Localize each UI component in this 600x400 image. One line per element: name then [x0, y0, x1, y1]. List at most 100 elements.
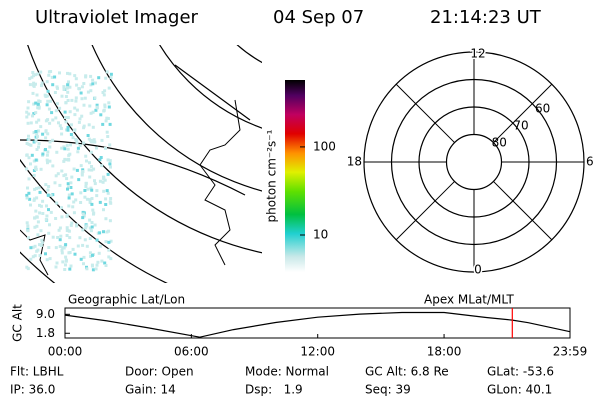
emission-pixel: [67, 80, 70, 84]
polar-ring: [390, 78, 558, 246]
emission-pixel: [89, 89, 93, 93]
emission-pixel: [108, 122, 112, 126]
emission-pixel: [44, 252, 47, 256]
emission-pixel: [32, 198, 36, 202]
emission-pixel: [60, 169, 64, 173]
emission-pixel: [104, 197, 108, 201]
emission-pixel: [63, 157, 67, 161]
emission-pixel: [39, 70, 43, 74]
emission-pixel: [25, 110, 29, 114]
emission-pixel: [25, 115, 29, 119]
emission-pixel: [103, 261, 107, 265]
emission-pixel: [29, 162, 32, 166]
emission-pixel: [62, 159, 66, 163]
emission-pixel: [36, 220, 40, 224]
emission-pixel: [104, 203, 108, 206]
emission-pixel: [75, 83, 79, 87]
emission-pixel: [25, 196, 29, 200]
emission-pixel: [70, 98, 74, 102]
emission-pixel: [86, 134, 90, 137]
emission-pixel: [34, 167, 38, 171]
emission-pixel: [30, 153, 34, 157]
emission-pixel: [108, 159, 112, 163]
emission-pixel: [88, 161, 91, 165]
emission-pixel: [36, 233, 40, 237]
emission-pixel: [33, 187, 37, 191]
emission-pixel: [72, 200, 76, 204]
emission-pixel: [58, 71, 61, 75]
emission-pixel: [44, 148, 47, 151]
emission-pixel: [75, 141, 79, 145]
emission-pixel: [25, 167, 28, 171]
emission-pixel: [27, 100, 31, 104]
emission-pixel: [33, 254, 37, 258]
emission-pixel: [106, 135, 110, 138]
emission-pixel: [44, 183, 48, 187]
emission-pixel: [107, 229, 111, 233]
emission-pixel: [60, 146, 64, 150]
emission-pixel: [84, 185, 88, 188]
emission-pixel: [39, 204, 43, 208]
emission-pixel: [91, 110, 95, 114]
emission-pixel: [64, 259, 68, 263]
emission-pixel: [56, 172, 60, 176]
emission-pixel: [61, 246, 65, 250]
emission-pixel: [34, 130, 38, 133]
emission-pixel: [93, 96, 97, 100]
emission-pixel: [91, 208, 95, 212]
emission-pixel: [44, 136, 48, 140]
emission-pixel: [82, 214, 86, 218]
emission-pixel: [59, 126, 63, 130]
emission-pixel: [77, 178, 81, 182]
emission-pixel: [46, 132, 50, 136]
colorbar-label: photon cm⁻²s⁻¹: [265, 129, 279, 222]
emission-pixel: [33, 216, 37, 220]
emission-pixel: [60, 215, 64, 219]
emission-pixel: [25, 193, 29, 197]
emission-pixel: [107, 255, 111, 259]
emission-pixel: [46, 161, 49, 165]
emission-pixel: [106, 158, 110, 162]
emission-pixel: [82, 255, 86, 259]
emission-pixel: [66, 128, 70, 132]
emission-pixel: [102, 208, 105, 212]
emission-pixel: [64, 263, 67, 267]
emission-pixel: [80, 171, 84, 175]
emission-pixel: [87, 123, 91, 127]
emission-pixel: [47, 246, 51, 249]
emission-pixel: [51, 138, 55, 142]
emission-pixel: [63, 268, 67, 271]
emission-pixel: [25, 142, 29, 145]
emission-pixel: [61, 260, 65, 264]
emission-pixel: [92, 212, 95, 216]
emission-pixel: [53, 181, 57, 185]
emission-pixel: [39, 244, 43, 247]
emission-pixel: [38, 190, 42, 194]
emission-pixel: [64, 120, 68, 124]
emission-pixel: [91, 264, 94, 268]
emission-pixel: [64, 255, 68, 259]
emission-pixel: [101, 122, 105, 126]
emission-pixel: [65, 177, 69, 181]
emission-pixel: [60, 206, 63, 210]
emission-pixel: [40, 84, 43, 88]
emission-pixel: [93, 182, 97, 186]
altitude-frame: [64, 307, 571, 339]
emission-pixel: [67, 193, 71, 197]
emission-pixel: [55, 150, 59, 154]
emission-pixel: [70, 123, 73, 127]
emission-pixel: [60, 132, 64, 136]
emission-pixel: [29, 143, 33, 147]
emission-pixel: [31, 91, 35, 95]
emission-pixel: [69, 223, 73, 227]
emission-pixel: [62, 87, 66, 91]
emission-pixel: [40, 238, 44, 242]
emission-pixel: [38, 243, 41, 247]
emission-pixel: [107, 105, 111, 109]
x-tick-label: 23:59: [553, 345, 588, 359]
emission-pixel: [47, 185, 51, 188]
emission-pixel: [99, 156, 103, 159]
emission-pixel: [91, 253, 94, 257]
emission-pixel: [26, 121, 30, 125]
